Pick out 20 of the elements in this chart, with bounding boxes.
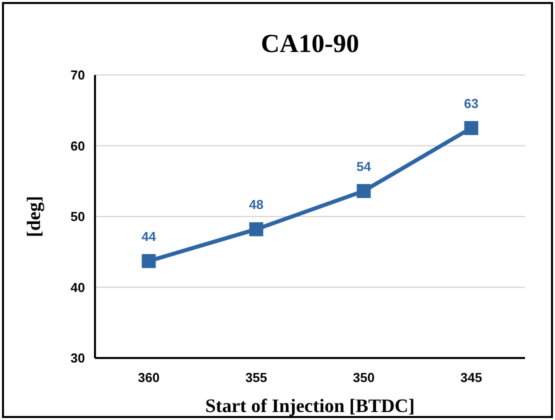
point: [142, 254, 156, 268]
point: [356, 184, 371, 198]
x-tick-label: 345: [460, 370, 482, 385]
y-tick-label: 70: [70, 68, 85, 83]
x-axis-title: Start of Injection [BTDC]: [205, 396, 415, 417]
x-tick-label: 350: [352, 370, 375, 385]
y-tick-label: 60: [70, 138, 85, 154]
y-axis-title: [deg]: [24, 196, 45, 238]
x-tick-label: 360: [138, 370, 160, 385]
y-tick-label: 30: [70, 350, 85, 366]
data-label: 48: [249, 197, 264, 212]
point: [464, 121, 478, 136]
y-tick-label: 50: [70, 209, 85, 224]
y-tick-label: 40: [70, 280, 85, 295]
x-tick-label: 355: [245, 370, 268, 385]
chart-title: CA10-90: [260, 29, 360, 58]
data-label: 63: [464, 96, 478, 112]
point: [249, 222, 264, 236]
data-label: 54: [356, 159, 372, 174]
data-label: 44: [142, 229, 157, 244]
